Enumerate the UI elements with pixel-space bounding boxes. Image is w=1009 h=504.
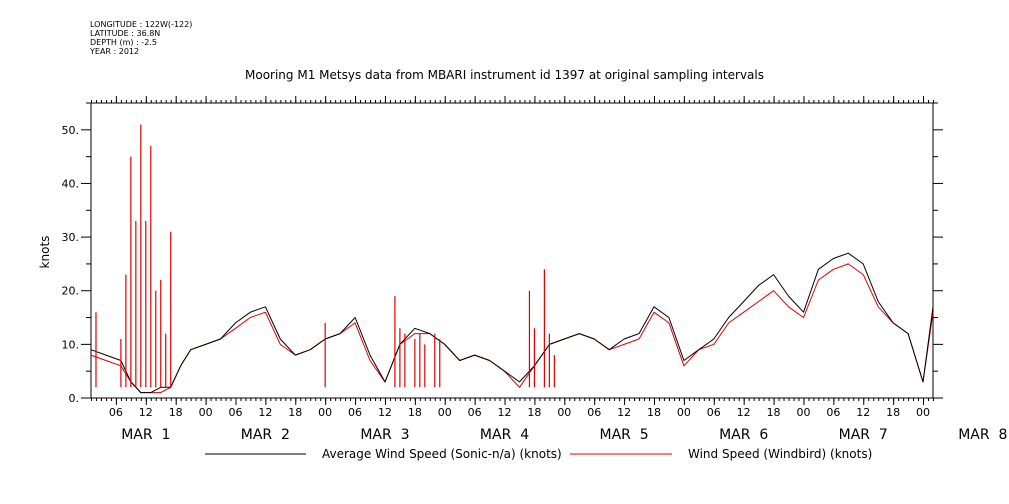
metadata-block: LONGITUDE : 122W(-122) LATITUDE : 36.8N … bbox=[90, 20, 192, 56]
meta-latitude: LATITUDE : 36.8N bbox=[90, 29, 161, 38]
meta-depth: DEPTH (m) : -2.5 bbox=[90, 38, 157, 47]
y-tick-label: 10. bbox=[62, 338, 80, 351]
x-tick-label: 06 bbox=[587, 406, 601, 419]
x-tick-label: 00 bbox=[677, 406, 691, 419]
x-tick-label: 06 bbox=[468, 406, 482, 419]
legend: Average Wind Speed (Sonic-n/a) (knots) Wi… bbox=[205, 447, 872, 461]
x-day-label: MAR 7 bbox=[839, 427, 888, 443]
y-tick-label: 20. bbox=[62, 285, 80, 298]
y-axis-label: knots bbox=[38, 236, 52, 269]
x-tick-label: 18 bbox=[408, 406, 422, 419]
x-tick-label: 18 bbox=[527, 406, 541, 419]
x-tick-label: 06 bbox=[228, 406, 242, 419]
y-tick-label: 50. bbox=[62, 124, 80, 137]
x-tick-label: 00 bbox=[916, 406, 930, 419]
legend-label-sonic: Average Wind Speed (Sonic-n/a) (knots) bbox=[322, 447, 562, 461]
x-tick-label: 06 bbox=[707, 406, 721, 419]
plot-frame bbox=[90, 102, 934, 399]
y-tick-label: 30. bbox=[62, 231, 80, 244]
x-tick-label: 18 bbox=[288, 406, 302, 419]
x-tick-label: 00 bbox=[318, 406, 332, 419]
x-tick-label: 12 bbox=[856, 406, 870, 419]
x-tick-label: 18 bbox=[647, 406, 661, 419]
x-day-label: MAR 1 bbox=[121, 427, 170, 443]
legend-label-windbird: Wind Speed (Windbird) (knots) bbox=[688, 447, 872, 461]
meta-longitude: LONGITUDE : 122W(-122) bbox=[90, 20, 193, 29]
x-day-label: MAR 6 bbox=[719, 427, 768, 443]
meta-year: YEAR : 2012 bbox=[90, 47, 140, 56]
x-day-label: MAR 2 bbox=[241, 427, 290, 443]
x-tick-label: 12 bbox=[498, 406, 512, 419]
x-tick-label: 00 bbox=[438, 406, 452, 419]
y-tick-label: 0. bbox=[69, 392, 80, 405]
x-day-label: MAR 3 bbox=[360, 427, 409, 443]
x-tick-label: 12 bbox=[258, 406, 272, 419]
x-tick-label: 12 bbox=[617, 406, 631, 419]
x-day-label: MAR 4 bbox=[480, 427, 529, 443]
x-tick-label: 12 bbox=[737, 406, 751, 419]
series-layer bbox=[90, 124, 934, 394]
x-tick-label: 18 bbox=[886, 406, 900, 419]
y-tick-label: 40. bbox=[62, 177, 80, 190]
x-tick-label: 00 bbox=[557, 406, 571, 419]
x-tick-label: 12 bbox=[139, 406, 153, 419]
x-tick-label: 12 bbox=[378, 406, 392, 419]
series-line-sonic bbox=[90, 252, 934, 394]
x-tick-label: 06 bbox=[826, 406, 840, 419]
chart-title: Mooring M1 Metsys data from MBARI instru… bbox=[245, 68, 764, 82]
x-tick-label: 06 bbox=[348, 406, 362, 419]
x-tick-label: 00 bbox=[199, 406, 213, 419]
x-tick-label: 00 bbox=[796, 406, 810, 419]
x-day-label: MAR 5 bbox=[599, 427, 648, 443]
chart-axes bbox=[81, 96, 943, 405]
series-line-windbird bbox=[90, 263, 934, 394]
x-tick-label: 18 bbox=[169, 406, 183, 419]
x-tick-label: 18 bbox=[767, 406, 781, 419]
x-tick-label: 06 bbox=[109, 406, 123, 419]
x-day-label: MAR 8 bbox=[958, 427, 1007, 443]
axis-labels: 0. 10. 20. 30. 40. 50. knots 06 12 18 00 06 12 18 00 06… bbox=[38, 124, 1007, 443]
